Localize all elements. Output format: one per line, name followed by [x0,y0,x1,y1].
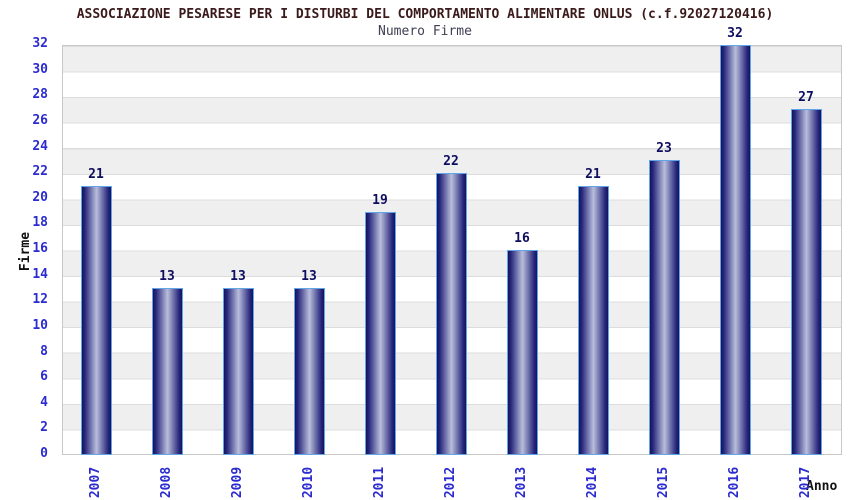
x-tick-label: 2014 [571,462,615,500]
x-tick-label-text: 2008 [159,466,175,498]
bar-2014 [577,185,609,455]
y-tick-label: 0 [40,446,48,461]
bar-value-label: 32 [727,26,743,41]
bar-value-label: 27 [798,90,814,106]
bar-value-label: 21 [88,166,104,182]
x-tick-label-text: 2012 [443,466,459,498]
x-tick-label: 2011 [358,462,402,500]
bar-2008 [151,288,183,455]
y-tick-label: 6 [40,369,48,385]
x-tick-label: 2010 [287,462,331,500]
y-tick-label: 22 [32,164,48,180]
y-tick-label: 26 [32,112,48,128]
bar-value-label: 13 [230,269,246,285]
x-tick-label-text: 2011 [372,466,388,498]
y-tick-label: 20 [32,189,48,205]
x-axis-title: Anno [806,479,838,494]
x-tick-label-text: 2007 [88,466,104,498]
x-tick-label: 2012 [429,462,473,500]
x-tick-label: 2016 [713,462,757,500]
chart-subtitle: Numero Firme [378,24,472,39]
y-tick-label: 30 [32,61,48,77]
y-tick-label: 2 [40,420,48,436]
y-tick-label: 14 [32,266,48,282]
y-tick-label: 24 [32,138,48,154]
chart-title: ASSOCIAZIONE PESARESE PER I DISTURBI DEL… [76,7,774,22]
bar-2010 [293,288,325,455]
bar-value-label: 19 [372,192,388,208]
x-tick-label: 2007 [74,462,118,500]
x-tick-label-text: 2017 [798,466,814,498]
x-tick-label-text: 2014 [585,466,601,498]
x-tick-label: 2017 [784,462,828,500]
x-tick-label-text: 2009 [230,466,246,498]
bar-2017 [790,109,822,455]
bar-2012 [435,173,467,455]
y-tick-label: 18 [32,215,48,231]
bar-value-label: 13 [159,269,175,285]
bar-value-label: 16 [514,231,530,246]
x-tick-label-text: 2016 [727,466,743,498]
bar-2009 [222,288,254,455]
y-tick-label: 10 [32,317,48,333]
x-tick-label: 2015 [642,462,686,500]
x-tick-label-text: 2010 [301,466,317,498]
x-tick-label: 2009 [216,462,260,500]
y-tick-label: 4 [40,394,48,410]
y-tick-label: 12 [32,292,48,308]
x-tick-label-text: 2015 [656,466,672,498]
y-tick-label: 32 [32,36,48,51]
x-tick-label: 2013 [500,462,544,500]
x-tick-label-text: 2013 [514,466,530,498]
y-tick-label: 16 [32,241,48,256]
x-tick-label: 2008 [145,462,189,500]
y-tick-label: 28 [32,87,48,103]
bar-value-label: 22 [443,154,459,170]
bar-2007 [80,185,112,455]
bar-value-label: 23 [656,141,672,157]
bar-value-label: 21 [585,166,601,182]
bar-2011 [364,211,396,455]
bar-2016 [719,45,751,455]
y-tick-label: 8 [40,343,48,359]
bar-value-label: 13 [301,269,317,285]
bar-2013 [506,250,538,455]
bar-2015 [648,160,680,455]
